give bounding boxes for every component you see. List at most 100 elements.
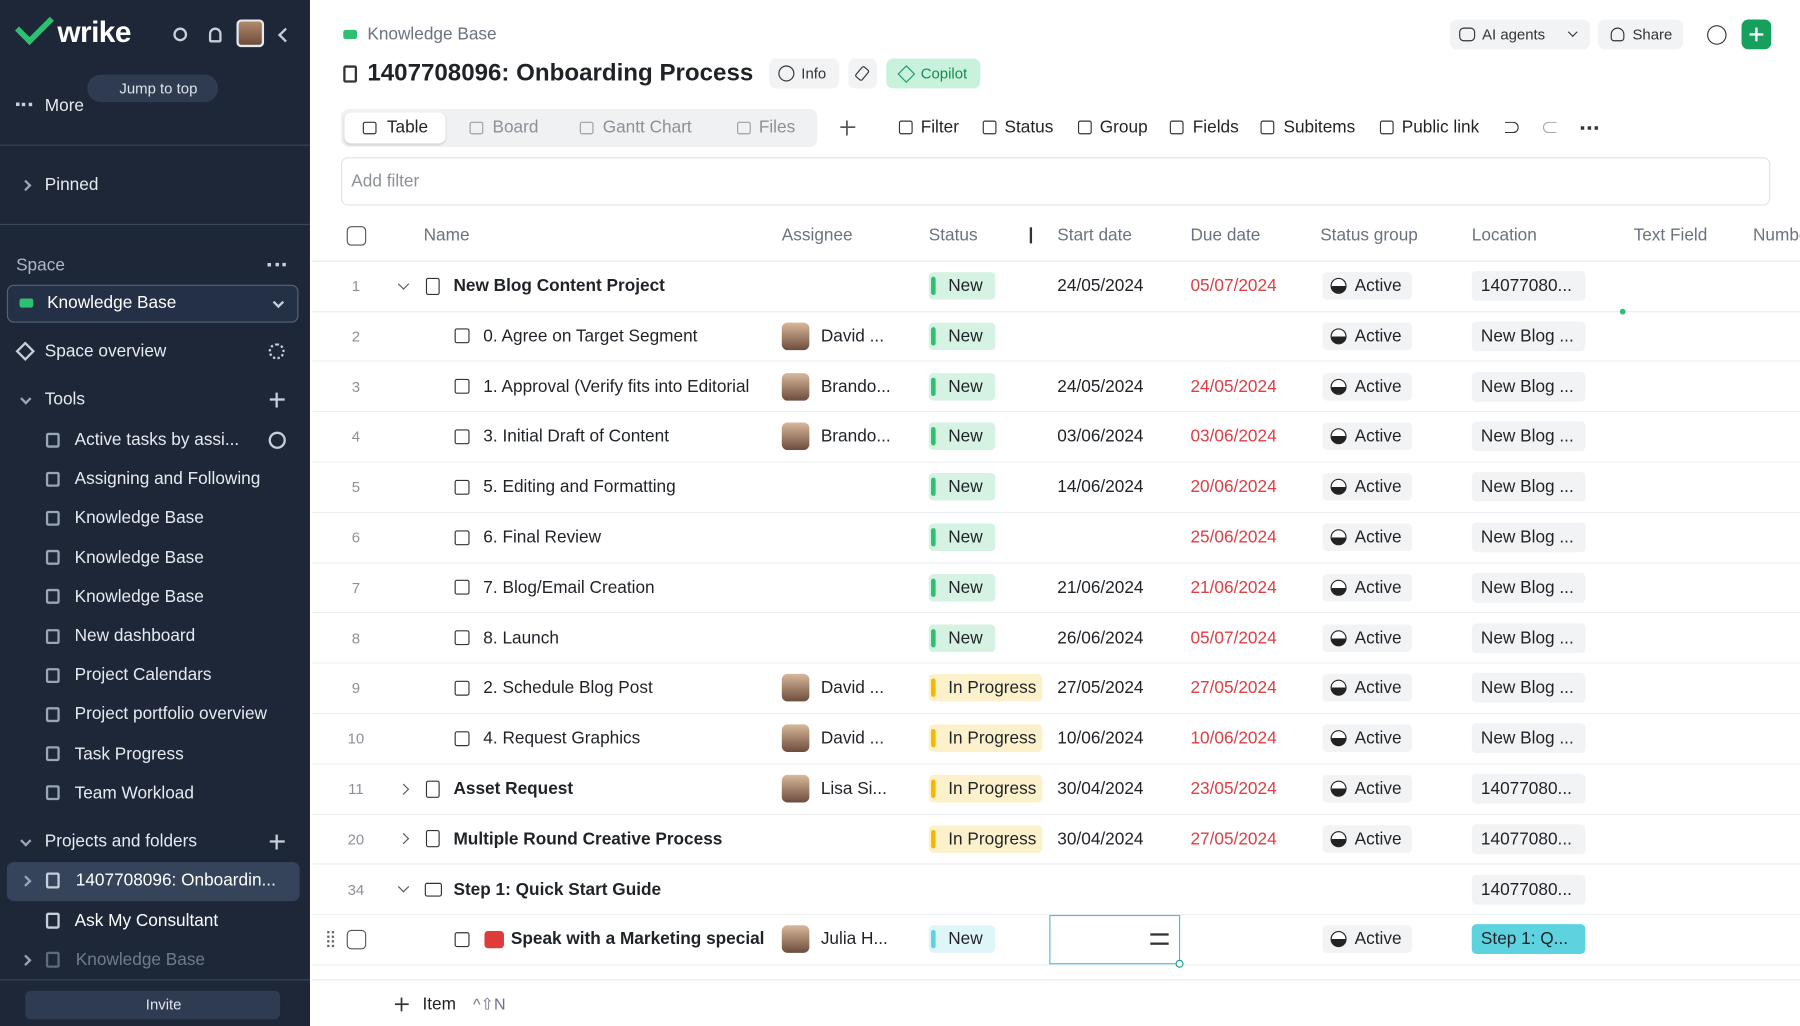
- drag-handle[interactable]: [327, 931, 335, 948]
- start-date[interactable]: 03/06/2024: [1057, 426, 1144, 447]
- add-item-icon[interactable]: [394, 997, 409, 1012]
- expand-chevron[interactable]: [397, 782, 409, 795]
- view-tab[interactable]: Files: [758, 117, 796, 138]
- due-date[interactable]: 27/05/2024: [1190, 678, 1277, 698]
- project-item[interactable]: Ask My Consultant: [74, 910, 219, 930]
- expand-chevron[interactable]: [397, 277, 409, 290]
- add-project-icon[interactable]: [269, 834, 285, 849]
- column-header[interactable]: Due date: [1190, 225, 1261, 246]
- add-button[interactable]: [1741, 19, 1772, 50]
- expand-chevron[interactable]: [397, 833, 409, 845]
- task-name[interactable]: 2. Schedule Blog Post: [483, 678, 653, 698]
- tool-item[interactable]: Project portfolio overview: [74, 704, 267, 725]
- task-name[interactable]: 6. Final Review: [483, 527, 602, 548]
- due-date[interactable]: 03/06/2024: [1190, 426, 1277, 447]
- column-header[interactable]: Status group: [1320, 225, 1418, 246]
- location-pill[interactable]: [1471, 723, 1586, 754]
- column-header[interactable]: Start date: [1057, 225, 1132, 246]
- status-pill[interactable]: [928, 724, 1043, 753]
- task-name[interactable]: 0. Agree on Target Segment: [483, 326, 698, 346]
- space-overview-link[interactable]: Space overview: [44, 341, 167, 362]
- breadcrumb[interactable]: Knowledge Base: [367, 24, 497, 45]
- add-item-button[interactable]: Item: [422, 994, 456, 1015]
- jump-to-top-button[interactable]: [87, 74, 219, 103]
- task-name[interactable]: 7. Blog/Email Creation: [483, 577, 655, 598]
- tool-item[interactable]: New dashboard: [74, 626, 196, 646]
- copilot-button[interactable]: [886, 58, 981, 89]
- redo-icon[interactable]: [1542, 121, 1557, 134]
- location-pill[interactable]: [1471, 773, 1586, 804]
- start-date[interactable]: 21/06/2024: [1057, 577, 1144, 598]
- location-pill[interactable]: [1471, 371, 1586, 402]
- due-date[interactable]: 10/06/2024: [1190, 728, 1277, 749]
- status-pill[interactable]: [928, 624, 996, 652]
- task-name[interactable]: 5. Editing and Formatting: [483, 477, 676, 497]
- due-date[interactable]: 25/06/2024: [1190, 527, 1277, 548]
- tool-item[interactable]: Knowledge Base: [74, 547, 204, 568]
- status-pill[interactable]: [928, 422, 996, 451]
- location-pill[interactable]: [1471, 321, 1586, 352]
- tool-item[interactable]: Assigning and Following: [74, 469, 261, 489]
- bell-icon[interactable]: [208, 26, 221, 42]
- space-more-icon[interactable]: [267, 262, 286, 266]
- toolbar-button[interactable]: Group: [1099, 117, 1148, 138]
- due-date[interactable]: 24/05/2024: [1190, 376, 1277, 397]
- task-name[interactable]: New Blog Content Project: [453, 276, 665, 296]
- undo-icon[interactable]: [1505, 121, 1519, 134]
- status-pill[interactable]: [928, 473, 996, 501]
- expand-chevron[interactable]: [397, 881, 409, 893]
- location-pill[interactable]: [1471, 622, 1586, 653]
- location-pill[interactable]: [1471, 824, 1586, 854]
- location-pill[interactable]: [1471, 924, 1586, 955]
- search-icon[interactable]: [173, 27, 188, 42]
- toolbar-button[interactable]: Fields: [1192, 117, 1239, 138]
- status-pill[interactable]: [928, 674, 1043, 702]
- status-pill[interactable]: [928, 573, 996, 602]
- pinned-section[interactable]: Pinned: [44, 175, 99, 195]
- location-pill[interactable]: [1471, 421, 1586, 452]
- toolbar-button[interactable]: Filter: [920, 117, 959, 138]
- location-pill[interactable]: [1471, 572, 1586, 603]
- project-item[interactable]: 1407708096: Onboardin...: [75, 870, 276, 891]
- due-date[interactable]: 23/05/2024: [1190, 778, 1277, 799]
- more-icon[interactable]: [1580, 125, 1598, 130]
- task-name[interactable]: 1. Approval (Verify fits into Editorial: [483, 376, 750, 397]
- column-header[interactable]: Status: [928, 225, 978, 246]
- filter-input[interactable]: [340, 157, 1771, 206]
- location-pill[interactable]: [1471, 522, 1586, 553]
- status-pill[interactable]: [928, 774, 1043, 803]
- task-name[interactable]: 4. Request Graphics: [483, 728, 641, 749]
- project-item[interactable]: Knowledge Base: [75, 949, 206, 970]
- start-date[interactable]: 24/05/2024: [1057, 376, 1144, 397]
- space-selector[interactable]: [6, 284, 299, 323]
- status-pill[interactable]: [928, 272, 996, 300]
- task-name[interactable]: 8. Launch: [483, 628, 559, 648]
- column-header[interactable]: Name: [423, 225, 470, 246]
- task-name[interactable]: 3. Initial Draft of Content: [483, 426, 669, 447]
- status-pill[interactable]: [928, 825, 1043, 853]
- start-date[interactable]: 10/06/2024: [1057, 728, 1144, 749]
- tool-item[interactable]: Project Calendars: [74, 665, 212, 685]
- tools-section[interactable]: Tools: [44, 389, 85, 410]
- start-date[interactable]: 30/04/2024: [1057, 778, 1144, 799]
- tool-item[interactable]: Team Workload: [74, 783, 194, 803]
- toolbar-button[interactable]: Public link: [1401, 117, 1480, 138]
- due-date[interactable]: 20/06/2024: [1190, 477, 1277, 497]
- add-tool-icon[interactable]: [269, 392, 285, 407]
- toolbar-button[interactable]: Subitems: [1283, 117, 1356, 138]
- location-pill[interactable]: [1471, 472, 1586, 502]
- tool-item[interactable]: Knowledge Base: [74, 508, 204, 528]
- view-tab[interactable]: Table: [386, 117, 429, 138]
- view-tab[interactable]: Board: [492, 117, 539, 138]
- start-date[interactable]: 27/05/2024: [1057, 678, 1144, 698]
- location-pill[interactable]: [1471, 874, 1586, 905]
- active-view-tab[interactable]: [344, 112, 446, 144]
- task-name[interactable]: Speak with a Marketing special: [510, 929, 765, 950]
- projects-section[interactable]: Projects and folders: [44, 831, 197, 852]
- task-name[interactable]: Multiple Round Creative Process: [453, 829, 723, 849]
- tool-item[interactable]: Knowledge Base: [74, 586, 204, 607]
- location-pill[interactable]: [1471, 673, 1586, 704]
- more-link[interactable]: More: [44, 95, 85, 116]
- row-checkbox[interactable]: [346, 929, 366, 950]
- due-date[interactable]: 05/07/2024: [1190, 628, 1277, 648]
